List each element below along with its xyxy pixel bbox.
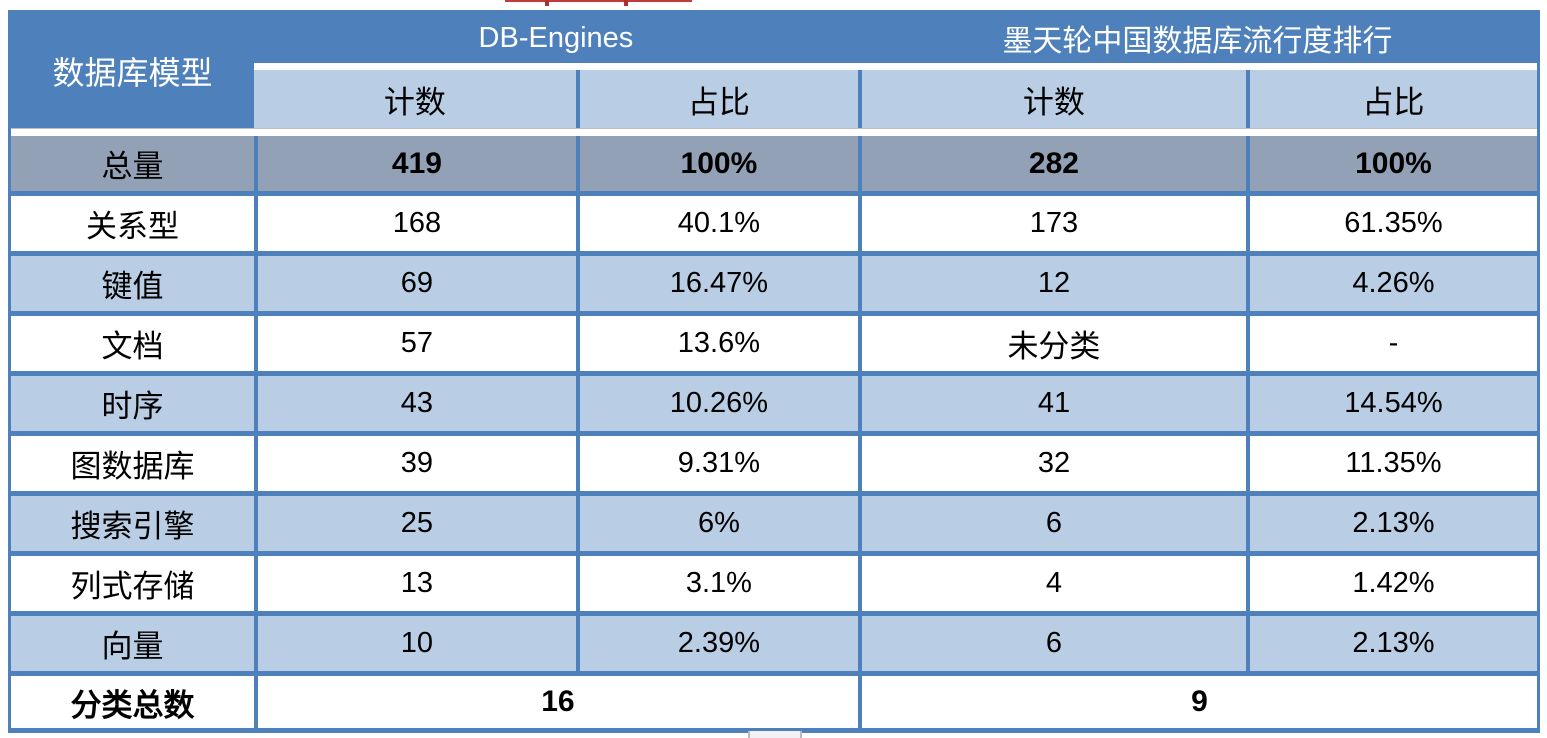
- row-label: 分类总数: [70, 687, 195, 723]
- header-group-modb: 墨天轮中国数据库流行度排行: [1002, 25, 1393, 58]
- header-group-db-engines: DB-Engines: [478, 21, 634, 54]
- row-label: 列式存储: [70, 569, 195, 604]
- subheader-share-modb: 占比: [1245, 70, 1537, 128]
- horizontal-scrollbar-thumb[interactable]: [748, 731, 802, 738]
- row-label: 向量: [101, 629, 164, 664]
- subheader-share-dbe: 占比: [575, 70, 858, 128]
- cell-value: 2.13%: [1245, 616, 1537, 671]
- cell-value: 39: [253, 436, 576, 491]
- corner-header-cell: 数据库模型: [11, 13, 254, 128]
- table-row-total: 总量 419 100% 282 100%: [11, 136, 1537, 191]
- row-label: 时序: [101, 389, 164, 424]
- table-header: 数据库模型 DB-Engines 墨天轮中国数据库流行度排行 计数 占比 计数 …: [11, 13, 1537, 128]
- table-row: 搜索引擎 25 6% 6 2.13%: [11, 491, 1537, 551]
- table-row: 关系型 168 40.1% 173 61.35%: [11, 191, 1537, 251]
- database-model-comparison-table: 数据库模型 DB-Engines 墨天轮中国数据库流行度排行 计数 占比 计数 …: [8, 10, 1540, 733]
- cell-value: 11.35%: [1245, 436, 1537, 491]
- row-label: 键值: [101, 269, 164, 304]
- table-row: 向量 10 2.39% 6 2.13%: [11, 611, 1537, 671]
- table-row: 图数据库 39 9.31% 32 11.35%: [11, 431, 1537, 491]
- cell-value: 282: [857, 136, 1246, 191]
- cell-value: 9.31%: [575, 436, 858, 491]
- cell-value: 4: [857, 556, 1246, 611]
- table-row: 键值 69 16.47% 12 4.26%: [11, 251, 1537, 311]
- cell-value: 57: [253, 316, 576, 371]
- cropped-red-underline-artifact: [505, 0, 692, 2]
- table-row: 列式存储 13 3.1% 4 1.42%: [11, 551, 1537, 611]
- cell-value: 4.26%: [1245, 256, 1537, 311]
- cell-value: 41: [857, 376, 1246, 431]
- cell-value: 6: [857, 496, 1246, 551]
- cell-value: 6: [857, 616, 1246, 671]
- cell-value: 43: [253, 376, 576, 431]
- cell-value: 6%: [575, 496, 858, 551]
- cell-value: -: [1245, 316, 1537, 371]
- cell-value: 12: [857, 256, 1246, 311]
- table-row-category-totals: 分类总数 16 9: [11, 671, 1537, 728]
- header-split-gap: [253, 63, 1537, 70]
- header-right-block: DB-Engines 墨天轮中国数据库流行度排行 计数 占比 计数 占比: [253, 13, 1537, 128]
- cell-value: 100%: [1245, 136, 1537, 191]
- table-row: 文档 57 13.6% 未分类 -: [11, 311, 1537, 371]
- red-underline-tick-right: [624, 0, 628, 6]
- red-underline-tick-left: [545, 0, 549, 6]
- cell-value: 173: [857, 196, 1246, 251]
- cell-value: 13.6%: [575, 316, 858, 371]
- subheader-count-modb: 计数: [857, 70, 1246, 128]
- header-body-divider: [11, 128, 1537, 136]
- row-label: 文档: [101, 329, 164, 364]
- cell-value: 1.42%: [1245, 556, 1537, 611]
- cell-value: 13: [253, 556, 576, 611]
- row-label: 搜索引擎: [70, 509, 195, 544]
- cell-value: 10.26%: [575, 376, 858, 431]
- cell-value: 14.54%: [1245, 376, 1537, 431]
- cell-value: 25: [253, 496, 576, 551]
- cell-value: 未分类: [857, 316, 1246, 371]
- cell-value: 69: [253, 256, 576, 311]
- cell-value: 100%: [575, 136, 858, 191]
- subheader-count-dbe: 计数: [383, 84, 446, 120]
- cell-value: 168: [253, 196, 576, 251]
- cell-merged-modb-category-count: 9: [857, 676, 1537, 728]
- cell-merged-dbe-category-count: 16: [253, 676, 858, 728]
- cell-value: 16.47%: [575, 256, 858, 311]
- cell-value: 2.13%: [1245, 496, 1537, 551]
- row-label: 总量: [101, 149, 164, 184]
- cell-value: 10: [253, 616, 576, 671]
- cell-value: 61.35%: [1245, 196, 1537, 251]
- table-row: 时序 43 10.26% 41 14.54%: [11, 371, 1537, 431]
- cell-value: 32: [857, 436, 1246, 491]
- cell-value: 40.1%: [575, 196, 858, 251]
- cell-value: 3.1%: [575, 556, 858, 611]
- row-label: 图数据库: [70, 449, 195, 484]
- row-label: 关系型: [85, 209, 179, 244]
- header-subcolumn-row: 计数 占比 计数 占比: [253, 70, 1537, 128]
- cell-value: 2.39%: [575, 616, 858, 671]
- cell-value: 419: [253, 136, 576, 191]
- header-group-row: DB-Engines 墨天轮中国数据库流行度排行: [253, 13, 1537, 63]
